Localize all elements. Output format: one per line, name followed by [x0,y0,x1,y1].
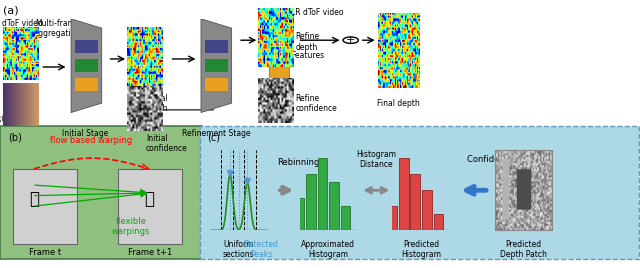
Bar [422,190,432,230]
Text: Features: Features [291,51,324,60]
Polygon shape [71,19,102,113]
FancyBboxPatch shape [200,126,639,259]
Bar [205,40,228,54]
Bar [329,182,339,230]
Text: Uniform
sections: Uniform sections [223,240,255,259]
Text: RGB video: RGB video [0,115,36,124]
FancyBboxPatch shape [13,169,77,244]
Text: Rebinning: Rebinning [277,158,319,167]
Text: 🚶: 🚶 [144,190,154,208]
FancyBboxPatch shape [0,126,202,259]
Bar [399,158,409,230]
Bar [205,78,228,91]
Text: Approximated
Histogram: Approximated Histogram [301,240,355,259]
Text: Initial
depth: Initial depth [146,94,168,113]
Bar [433,214,444,230]
Text: LR dToF video: LR dToF video [291,8,344,17]
Text: +: + [346,35,355,45]
Bar [410,174,420,230]
Text: Refinement Stage: Refinement Stage [182,129,251,138]
Text: (c): (c) [207,133,220,143]
Text: Multi-frame
Aggregation: Multi-frame Aggregation [34,19,81,38]
Bar [205,59,228,72]
Bar [317,158,328,230]
Text: Refine
depth: Refine depth [296,32,320,51]
Text: Histogram
Distance: Histogram Distance [356,150,396,169]
Text: Frame t+1: Frame t+1 [128,248,173,257]
Polygon shape [201,19,232,113]
Text: flow based warping: flow based warping [51,136,132,145]
Bar [306,174,316,230]
Text: Refine
confidence: Refine confidence [296,94,337,113]
Text: LR dToF video: LR dToF video [0,19,42,28]
Text: (a): (a) [3,5,19,15]
Bar [75,59,98,72]
Text: Predicted
Histogram: Predicted Histogram [401,240,441,259]
Circle shape [343,37,358,43]
Text: Final depth: Final depth [377,99,419,108]
Text: Initial Stage: Initial Stage [62,129,108,138]
Text: Frame t: Frame t [29,248,61,257]
Text: flexible
warpings: flexible warpings [112,217,150,236]
Bar [387,206,397,230]
Text: Initial
confidence: Initial confidence [146,134,188,153]
Bar [340,206,351,230]
Text: (b): (b) [8,133,22,143]
Bar [294,198,305,230]
FancyBboxPatch shape [269,62,289,99]
Text: Confidence = 0.1: Confidence = 0.1 [467,155,540,165]
Text: Detected
Peaks: Detected Peaks [244,240,278,259]
Text: Predicted
Depth Patch: Predicted Depth Patch [500,240,547,259]
Text: 🚶: 🚶 [29,190,39,208]
Bar [75,40,98,54]
FancyBboxPatch shape [118,169,182,244]
Bar [75,78,98,91]
